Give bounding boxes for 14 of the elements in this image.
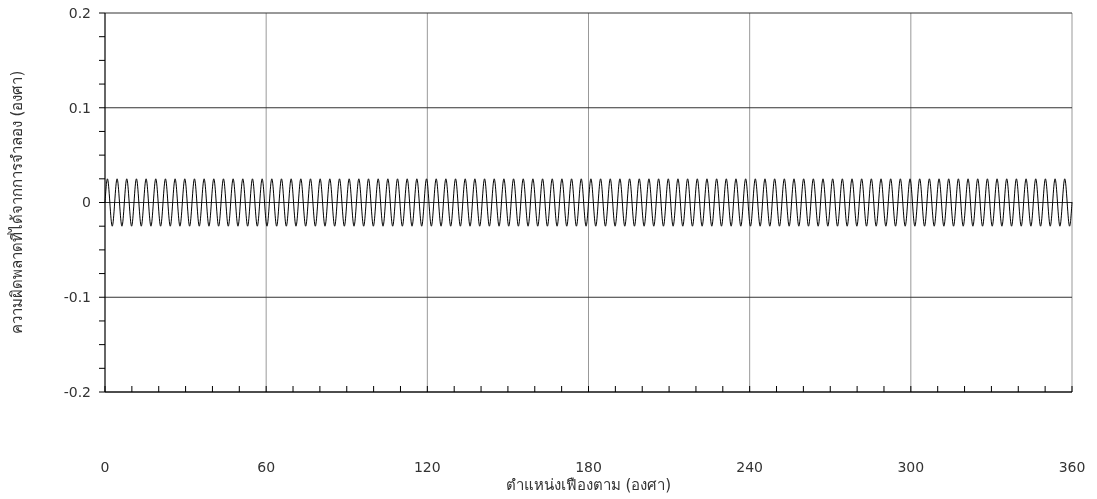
y-tick-label: 0.2 — [68, 4, 91, 21]
y-tick-label: 0.1 — [68, 99, 91, 116]
x-axis-title: ตำแหน่งเฟืองตาม (องศา) — [505, 476, 672, 494]
x-tick-label: 120 — [413, 458, 441, 475]
x-tick-label: 300 — [897, 458, 925, 475]
x-tick-label: 180 — [575, 458, 602, 475]
y-axis-title: ความผิดพลาดที่ได้จากการจำลอง (องศา) — [6, 70, 26, 335]
y-tick-label: -0.1 — [63, 289, 91, 306]
x-tick-label: 240 — [736, 458, 764, 475]
y-tick-label: -0.2 — [63, 383, 91, 400]
y-tick-label: 0 — [82, 194, 91, 211]
x-tick-label: 0 — [100, 458, 110, 475]
x-tick-label: 360 — [1058, 458, 1086, 475]
x-tick-label: 60 — [257, 458, 276, 475]
